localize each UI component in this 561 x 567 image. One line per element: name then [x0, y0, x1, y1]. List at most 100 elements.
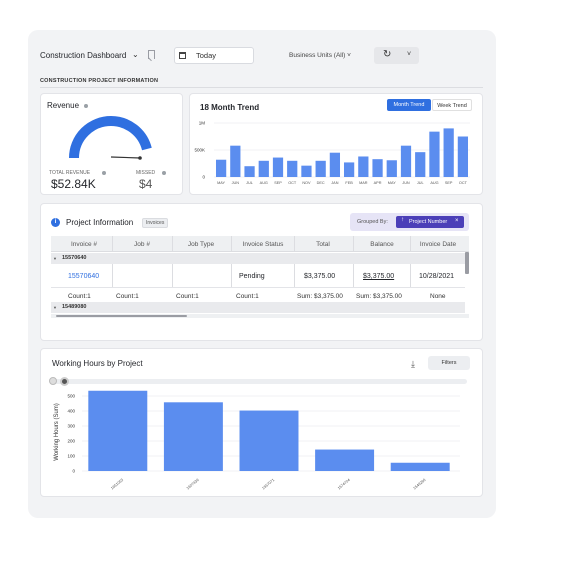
horizontal-scrollbar[interactable] [51, 314, 469, 318]
column-header[interactable]: Invoice Date [419, 241, 457, 248]
total-revenue-label: TOTAL REVENUE [49, 170, 91, 176]
info-dot-icon[interactable] [162, 171, 166, 175]
tab-month-trend[interactable]: Month Trend [387, 99, 431, 111]
x-tick-label: NOV [302, 181, 311, 185]
column-header[interactable]: Job # [134, 241, 150, 248]
dashboard-title[interactable]: Construction Dashboard [40, 51, 127, 60]
y-tick-label: 200 [67, 439, 75, 444]
group-row[interactable] [51, 302, 465, 313]
column-divider [353, 264, 354, 287]
column-header[interactable]: Job Type [187, 241, 215, 248]
row-divider [51, 287, 465, 288]
y-axis-label: Working Hours (Sum) [54, 403, 60, 461]
business-units-dropdown[interactable]: Business Units (All) ˅ [289, 52, 351, 59]
total-cell: $3,375.00 [304, 273, 336, 280]
section-divider [40, 87, 483, 88]
refresh-icon[interactable]: ↻ [383, 49, 392, 60]
range-slider-handle-end[interactable] [60, 377, 69, 386]
download-icon[interactable]: ⤓ [411, 359, 415, 369]
x-tick-label: AUG [430, 181, 438, 185]
x-tick-label: JUL [417, 181, 424, 185]
project-info-title: Project Information [66, 218, 134, 227]
trend-bar [258, 160, 269, 177]
column-header[interactable]: Total [316, 241, 330, 248]
trend-bar [244, 166, 255, 177]
count-cell: Count:1 [68, 293, 91, 300]
x-tick-label: JAN [331, 181, 338, 185]
trend-bar [443, 128, 454, 177]
x-tick-label: 1607436 [186, 478, 200, 491]
y-tick-label: 400 [67, 409, 75, 414]
hours-bar [163, 402, 223, 471]
y-tick-label: 300 [67, 424, 75, 429]
project-number-chip[interactable] [396, 216, 464, 228]
info-dot-icon[interactable] [84, 104, 88, 108]
column-divider [353, 236, 354, 252]
total-revenue-value: $52.84K [51, 177, 96, 191]
business-units-label: Business Units (All) [289, 52, 346, 59]
column-divider [112, 264, 113, 287]
trend-bar [386, 160, 397, 177]
column-header[interactable]: Invoice # [70, 241, 98, 248]
column-divider [231, 236, 232, 252]
x-tick-label: OCT [288, 181, 297, 185]
revenue-gauge [69, 116, 153, 160]
x-tick-label: JUN [232, 181, 240, 185]
y-tick-label: 1M [199, 121, 206, 126]
close-icon[interactable]: × [455, 218, 459, 224]
column-header[interactable]: Invoice Status [242, 241, 284, 248]
sum-cell: Sum: $3,375.00 [297, 293, 343, 300]
x-tick-label: OCT [459, 181, 468, 185]
column-header[interactable]: Balance [370, 241, 394, 248]
column-divider [172, 264, 173, 287]
invoice-number-link[interactable]: 15570640 [68, 273, 100, 280]
x-tick-label: MAY [388, 181, 396, 185]
range-slider-track[interactable] [51, 379, 467, 384]
trend-chart: 1M 500K 0 MAY JUN JUL AUG SEP OCT NOV DEC JAN FEB MAR… [194, 121, 470, 185]
sum-cell: Sum: $3,375.00 [356, 293, 402, 300]
date-filter[interactable] [174, 47, 254, 64]
y-tick-label: 0 [202, 175, 205, 180]
revenue-title: Revenue [47, 101, 80, 110]
filters-button[interactable]: Filters [428, 356, 470, 370]
column-divider [294, 264, 295, 287]
trend-bar [272, 157, 284, 177]
invoices-badge: Invoices [142, 218, 169, 228]
sort-arrow-icon: ↑ [401, 217, 404, 223]
trend-bar [358, 156, 369, 177]
tab-week-trend[interactable]: Week Trend [432, 99, 472, 111]
collapse-triangle-icon[interactable]: ▼ [53, 256, 57, 261]
y-tick-label: 500 [67, 394, 75, 399]
chevron-down-icon[interactable]: ⌄ [132, 50, 139, 59]
grouped-by-label: Grouped By: [357, 219, 388, 225]
column-divider [231, 264, 232, 287]
collapse-triangle-icon[interactable]: ▼ [53, 305, 57, 310]
count-cell: Count:1 [116, 293, 139, 300]
hours-bar [239, 410, 299, 471]
calendar-icon [179, 52, 186, 59]
y-tick-label: 500K [194, 148, 205, 153]
info-dot-icon[interactable] [102, 171, 106, 175]
balance-cell[interactable]: $3,375.00 [363, 273, 395, 280]
trend-bar [372, 159, 383, 177]
scrollbar-thumb[interactable] [56, 315, 187, 317]
column-divider [410, 264, 411, 287]
group-label: 15570640 [62, 255, 87, 261]
count-cell: Count:1 [236, 293, 259, 300]
bookmark-icon[interactable] [148, 50, 155, 59]
trend-title: 18 Month Trend [200, 103, 260, 112]
range-slider-handle-start[interactable] [49, 377, 57, 385]
vertical-scrollbar[interactable] [465, 252, 469, 274]
x-tick-label: 1546266 [413, 478, 427, 491]
group-row[interactable] [51, 253, 465, 264]
more-chevron-icon[interactable]: ˅ [407, 51, 412, 58]
missed-value: $4 [139, 177, 153, 191]
header-actions [374, 47, 419, 64]
missed-label: MISSED [136, 170, 156, 176]
hours-bar [315, 449, 375, 471]
x-tick-label: FEB [345, 181, 353, 185]
column-divider [294, 236, 295, 252]
trend-bar [329, 152, 341, 177]
x-tick-label: SEP [445, 181, 453, 185]
info-icon: i [51, 218, 60, 227]
